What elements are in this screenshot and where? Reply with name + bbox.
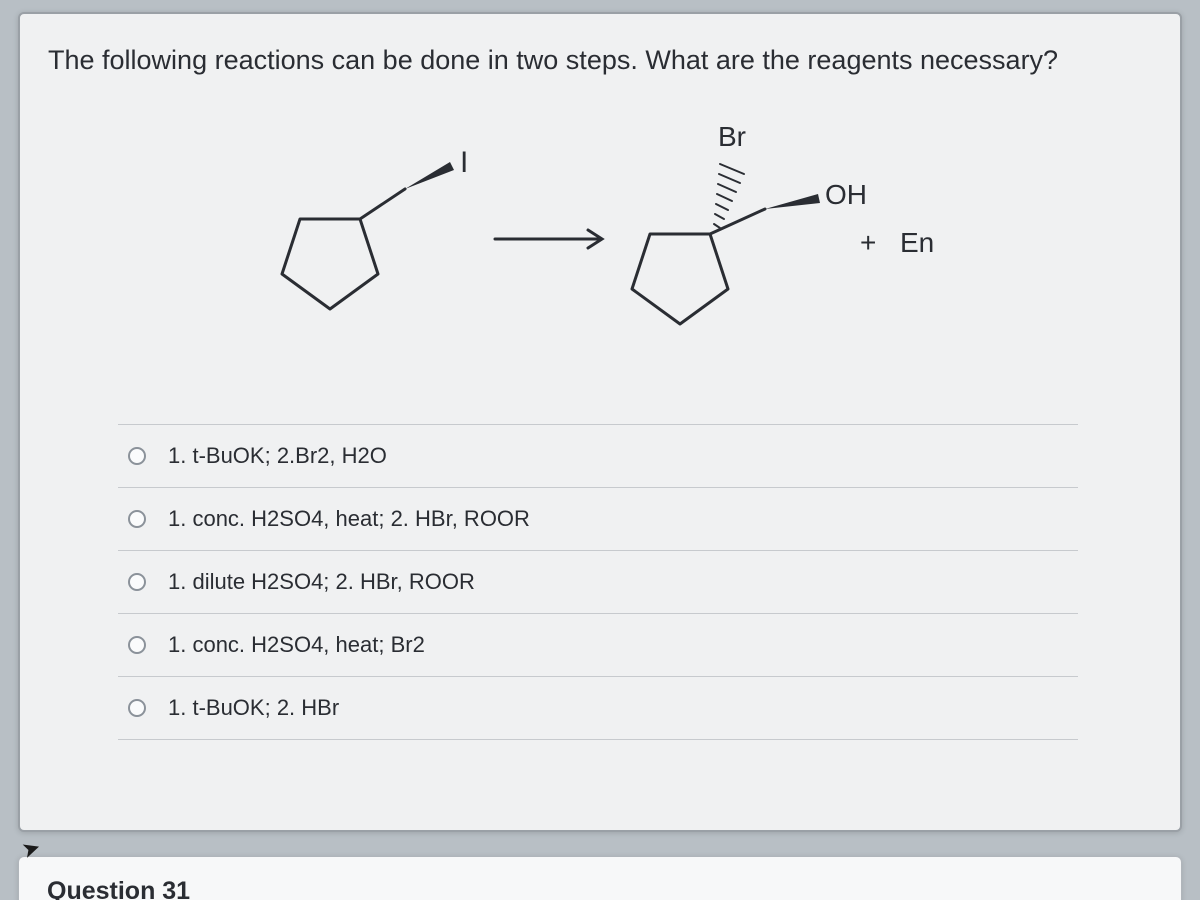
- next-question-card[interactable]: Question 31: [18, 856, 1182, 900]
- option-row-3[interactable]: 1. conc. H2SO4, heat; Br2: [118, 613, 1078, 676]
- label-br: Br: [718, 121, 746, 152]
- radio-icon[interactable]: [128, 699, 146, 717]
- option-row-0[interactable]: 1. t-BuOK; 2.Br2, H2O: [118, 424, 1078, 487]
- option-label: 1. t-BuOK; 2. HBr: [168, 695, 339, 721]
- option-row-2[interactable]: 1. dilute H2SO4; 2. HBr, ROOR: [118, 550, 1078, 613]
- option-row-4[interactable]: 1. t-BuOK; 2. HBr: [118, 676, 1078, 740]
- reaction-diagram: I: [48, 104, 1152, 374]
- next-question-title: Question 31: [47, 877, 1153, 900]
- answer-options: 1. t-BuOK; 2.Br2, H2O 1. conc. H2SO4, he…: [118, 424, 1078, 740]
- label-oh: OH: [825, 179, 867, 210]
- option-label: 1. conc. H2SO4, heat; Br2: [168, 632, 425, 658]
- question-prompt: The following reactions can be done in t…: [48, 42, 1152, 78]
- radio-icon[interactable]: [128, 573, 146, 591]
- radio-icon[interactable]: [128, 447, 146, 465]
- radio-icon[interactable]: [128, 510, 146, 528]
- option-label: 1. conc. H2SO4, heat; 2. HBr, ROOR: [168, 506, 530, 532]
- option-label: 1. dilute H2SO4; 2. HBr, ROOR: [168, 569, 475, 595]
- label-i: I: [460, 146, 468, 179]
- radio-icon[interactable]: [128, 636, 146, 654]
- option-label: 1. t-BuOK; 2.Br2, H2O: [168, 443, 387, 469]
- question-card: The following reactions can be done in t…: [18, 12, 1182, 832]
- plus-sign: +: [860, 227, 876, 258]
- label-en: En: [900, 227, 934, 258]
- option-row-1[interactable]: 1. conc. H2SO4, heat; 2. HBr, ROOR: [118, 487, 1078, 550]
